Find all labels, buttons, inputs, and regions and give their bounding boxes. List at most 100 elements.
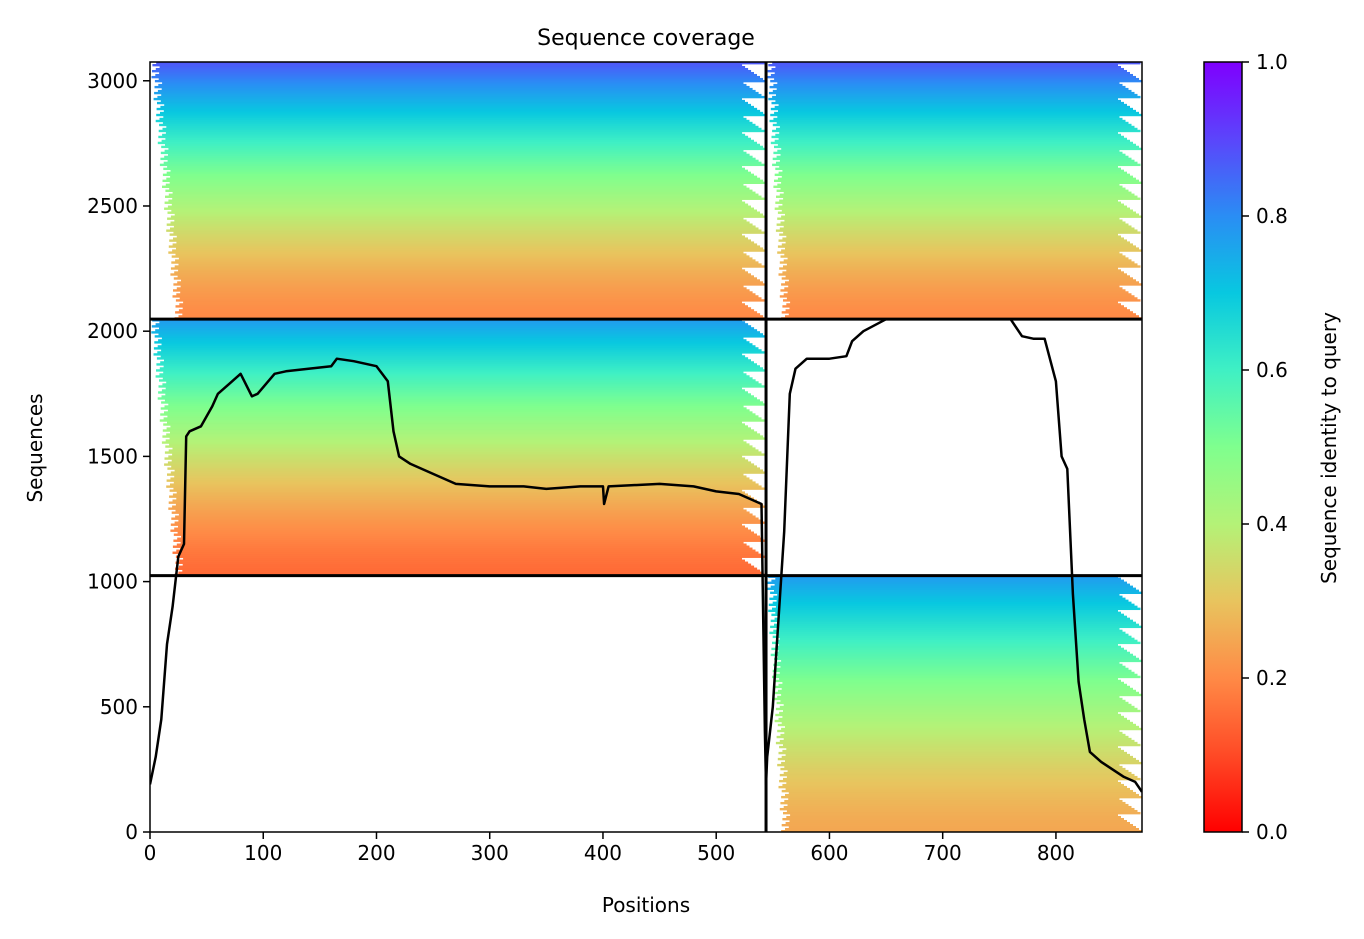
- heatmap-row: [786, 303, 1121, 306]
- y-tick-label: 1500: [87, 444, 138, 468]
- heatmap-row: [154, 335, 766, 338]
- x-tick-label: 600: [810, 841, 848, 865]
- heatmap-row: [159, 419, 765, 422]
- heatmap-row: [165, 445, 753, 448]
- heatmap-row: [172, 191, 756, 194]
- heatmap-row: [774, 145, 1139, 149]
- heatmap-row: [778, 273, 1127, 276]
- heatmap-row: [782, 305, 1124, 308]
- heatmap-row: [775, 673, 1138, 677]
- heatmap-row: [784, 731, 1123, 735]
- heatmap-row: [774, 657, 1139, 661]
- heatmap-row: [786, 269, 1121, 272]
- heatmap-row: [767, 69, 1127, 73]
- heatmap-row: [786, 815, 1121, 819]
- heatmap-row: [166, 223, 753, 226]
- heatmap-row: [173, 481, 756, 484]
- heatmap-row: [161, 441, 747, 444]
- heatmap-row: [783, 293, 1132, 296]
- heatmap-row: [178, 513, 753, 516]
- heatmap-row: [179, 297, 762, 300]
- heatmap-row: [780, 187, 1126, 190]
- heatmap-row: [151, 331, 761, 334]
- heatmap-row: [169, 187, 750, 190]
- heatmap-row: [180, 547, 753, 550]
- heatmap-row: [160, 99, 746, 103]
- heatmap-row: [783, 709, 1141, 713]
- heatmap-row: [167, 205, 751, 208]
- heatmap-row: [786, 775, 1138, 779]
- heatmap-row: [176, 491, 745, 494]
- y-tick-label: 500: [100, 695, 138, 719]
- heatmap-row: [173, 539, 767, 542]
- heatmap-row: [775, 167, 1121, 171]
- heatmap-row: [156, 107, 758, 111]
- heatmap-row: [783, 777, 1141, 781]
- heatmap-row: [775, 605, 1138, 609]
- heatmap-row: [179, 559, 746, 562]
- heatmap-row: [155, 323, 749, 326]
- heatmap-row: [174, 469, 764, 472]
- heatmap-row: [161, 389, 745, 392]
- heatmap-row: [168, 153, 750, 157]
- heatmap-row: [771, 67, 1124, 71]
- heatmap-row: [786, 297, 1138, 300]
- heatmap-row: [172, 551, 759, 554]
- heatmap-row: [176, 543, 747, 546]
- heatmap-row: [768, 91, 1135, 95]
- heatmap-row: [173, 487, 765, 490]
- heatmap-row: [775, 679, 1121, 683]
- heatmap-row: [769, 597, 1126, 601]
- heatmap-row: [174, 219, 747, 222]
- heatmap-row: [170, 273, 751, 276]
- heatmap-row: [170, 175, 758, 179]
- heatmap-row: [159, 117, 747, 121]
- heatmap-row: [176, 241, 755, 244]
- heatmap-row: [164, 103, 751, 107]
- heatmap-row: [776, 223, 1129, 226]
- heatmap-row: [158, 391, 749, 394]
- heatmap-row: [151, 75, 760, 79]
- heatmap-row: [777, 81, 1120, 85]
- heatmap-row: [164, 399, 760, 402]
- heatmap-row: [167, 217, 744, 220]
- heatmap-row: [781, 830, 1142, 832]
- heatmap-row: [170, 431, 758, 434]
- heatmap-row: [176, 287, 747, 290]
- heatmap-row: [772, 675, 1141, 679]
- heatmap-row: [767, 581, 1127, 584]
- heatmap-row: [176, 235, 746, 238]
- heatmap-row: [163, 161, 762, 165]
- colorbar-tick-label: 0.2: [1256, 666, 1288, 690]
- heatmap-row: [167, 409, 750, 412]
- heatmap-row: [767, 75, 1136, 79]
- heatmap-row: [772, 641, 1141, 645]
- heatmap-row: [162, 121, 753, 125]
- heatmap-row: [779, 807, 1135, 811]
- heatmap-row: [159, 71, 755, 75]
- colorbar-tick-label: 0.6: [1256, 358, 1288, 382]
- heatmap-row: [175, 509, 747, 512]
- heatmap-row: [165, 387, 742, 390]
- heatmap-row: [775, 133, 1121, 137]
- heatmap-row: [155, 73, 758, 77]
- y-tick-label: 1000: [87, 570, 138, 594]
- colorbar-tick-label: 1.0: [1256, 50, 1288, 74]
- heatmap-row: [163, 115, 744, 119]
- heatmap-row: [781, 659, 1142, 663]
- heatmap-row: [775, 201, 1121, 204]
- heatmap-row: [155, 67, 749, 71]
- heatmap-row: [165, 189, 753, 192]
- heatmap-row: [787, 769, 1129, 773]
- heatmap-row: [161, 337, 744, 340]
- heatmap-row: [778, 751, 1127, 755]
- heatmap-row: [777, 593, 1120, 597]
- heatmap-row: [777, 661, 1120, 665]
- heatmap-row: [781, 687, 1133, 691]
- heatmap-row: [771, 613, 1124, 617]
- heatmap-row: [165, 183, 744, 186]
- heatmap-row: [773, 117, 1123, 121]
- heatmap-row: [168, 251, 744, 254]
- heatmap-row: [155, 329, 758, 332]
- heatmap-row: [769, 119, 1126, 123]
